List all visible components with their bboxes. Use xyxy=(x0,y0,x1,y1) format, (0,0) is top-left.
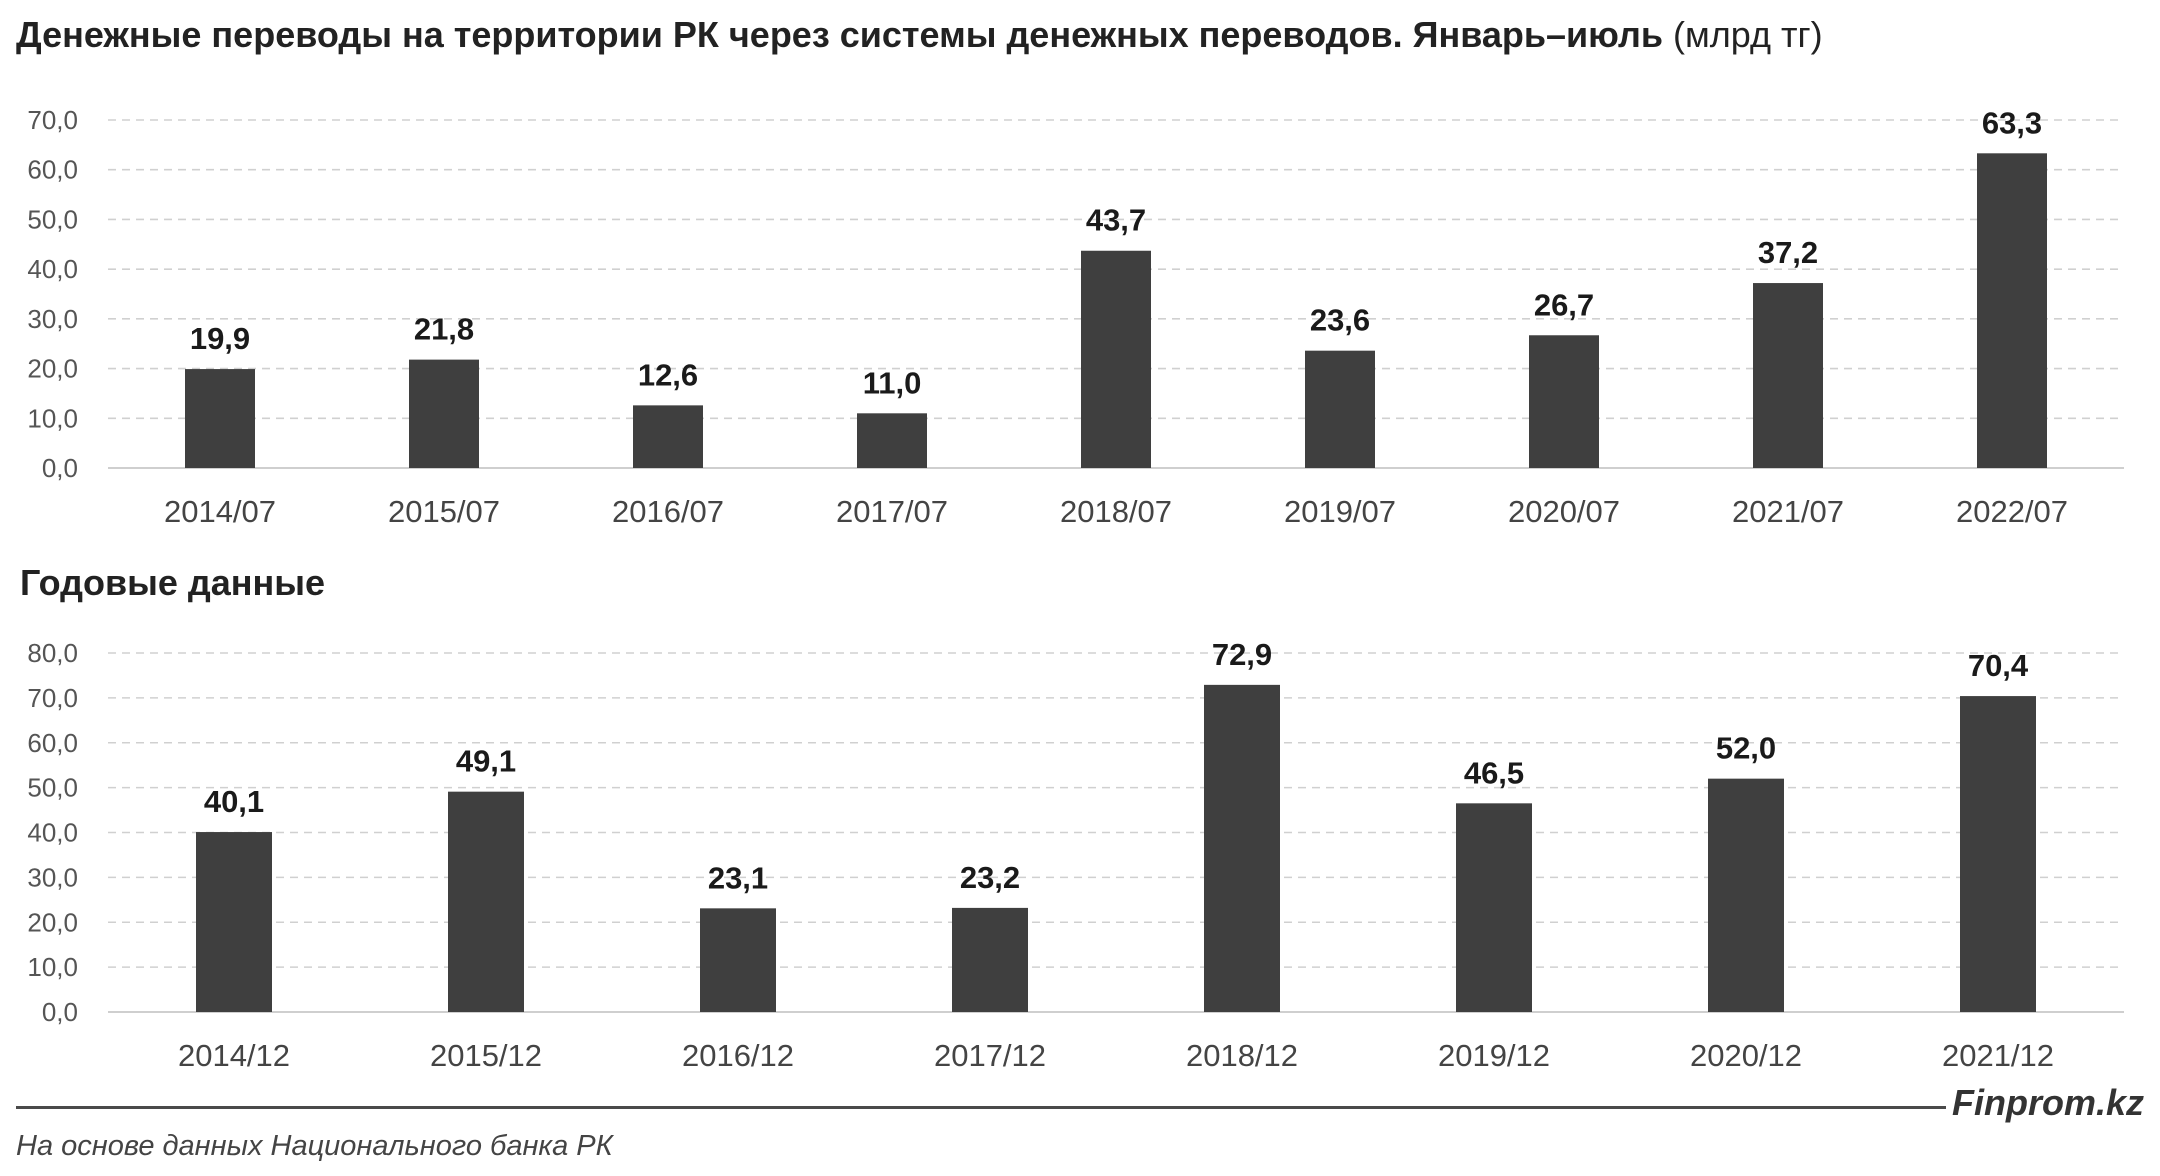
data-label: 46,5 xyxy=(1464,755,1524,790)
bar xyxy=(1753,283,1823,468)
bar xyxy=(1708,778,1784,1012)
y-tick-label: 60,0 xyxy=(27,155,78,185)
x-tick-label: 2014/07 xyxy=(164,494,276,529)
data-label: 37,2 xyxy=(1758,235,1818,270)
data-label: 70,4 xyxy=(1968,648,2029,683)
x-tick-label: 2021/07 xyxy=(1732,494,1844,529)
x-tick-label: 2014/12 xyxy=(178,1038,290,1073)
bar xyxy=(633,405,703,468)
bar xyxy=(1456,803,1532,1012)
y-tick-label: 50,0 xyxy=(27,773,78,803)
bar xyxy=(952,907,1028,1012)
y-tick-label: 40,0 xyxy=(27,818,78,848)
bar xyxy=(185,369,255,468)
x-tick-label: 2022/07 xyxy=(1956,494,2068,529)
chart-title: Денежные переводы на территории РК через… xyxy=(16,14,1823,56)
y-tick-label: 70,0 xyxy=(27,105,78,135)
bar xyxy=(700,908,776,1012)
data-label: 23,2 xyxy=(960,860,1020,895)
bar xyxy=(196,832,272,1012)
bar xyxy=(1204,684,1280,1012)
data-label: 52,0 xyxy=(1716,731,1776,766)
data-label: 49,1 xyxy=(456,744,516,779)
data-label: 40,1 xyxy=(204,784,264,819)
x-tick-label: 2019/12 xyxy=(1438,1038,1550,1073)
brand-logo-text: Finprom.kz xyxy=(1952,1082,2145,1123)
annual-data-title: Годовые данные xyxy=(20,562,325,603)
data-label: 72,9 xyxy=(1212,637,1272,672)
y-tick-label: 10,0 xyxy=(27,403,78,433)
y-tick-label: 60,0 xyxy=(27,728,78,758)
x-tick-label: 2020/12 xyxy=(1690,1038,1802,1073)
y-tick-label: 30,0 xyxy=(27,304,78,334)
y-tick-label: 50,0 xyxy=(27,204,78,234)
x-tick-label: 2018/07 xyxy=(1060,494,1172,529)
y-tick-label: 20,0 xyxy=(27,907,78,937)
y-tick-label: 70,0 xyxy=(27,683,78,713)
x-tick-label: 2018/12 xyxy=(1186,1038,1298,1073)
y-tick-label: 10,0 xyxy=(27,952,78,982)
source-note: На основе данных Национального банка РК xyxy=(16,1130,613,1162)
y-tick-label: 0,0 xyxy=(42,997,78,1027)
x-tick-label: 2017/07 xyxy=(836,494,948,529)
x-tick-label: 2016/07 xyxy=(612,494,724,529)
bar xyxy=(409,359,479,468)
data-label: 23,1 xyxy=(708,860,768,895)
bar xyxy=(1305,350,1375,468)
y-tick-label: 30,0 xyxy=(27,862,78,892)
bar-chart-annual: 0,0 10,0 20,0 30,0 40,0 50,0 60,0 70,0 80,0 40,1 2… xyxy=(27,637,2124,1073)
data-label: 11,0 xyxy=(863,365,922,400)
x-tick-label: 2020/07 xyxy=(1508,494,1620,529)
data-label: 19,9 xyxy=(190,321,250,356)
y-tick-label: 0,0 xyxy=(42,453,78,483)
bar xyxy=(1081,250,1151,468)
data-label: 21,8 xyxy=(414,312,474,347)
data-label: 26,7 xyxy=(1534,287,1594,322)
bar xyxy=(1960,696,2036,1012)
bar xyxy=(1529,335,1599,468)
x-tick-label: 2017/12 xyxy=(934,1038,1046,1073)
chart-title-main: Денежные переводы на территории РК через… xyxy=(16,14,1663,55)
bar-chart-january-july: 0,0 10,0 20,0 30,0 40,0 50,0 60,0 70,0 19,9 2014/… xyxy=(27,105,2124,529)
data-label: 63,3 xyxy=(1982,105,2042,140)
data-label: 12,6 xyxy=(638,357,698,392)
y-tick-label: 40,0 xyxy=(27,254,78,284)
data-label: 23,6 xyxy=(1310,303,1370,338)
bar xyxy=(857,413,927,468)
x-tick-label: 2015/12 xyxy=(430,1038,542,1073)
bar xyxy=(1977,153,2047,468)
x-tick-label: 2016/12 xyxy=(682,1038,794,1073)
y-tick-label: 80,0 xyxy=(27,638,78,668)
data-label: 43,7 xyxy=(1086,203,1146,238)
x-tick-label: 2015/07 xyxy=(388,494,500,529)
bar xyxy=(448,791,524,1012)
footer-divider xyxy=(16,1106,1946,1109)
x-tick-label: 2021/12 xyxy=(1942,1038,2054,1073)
x-tick-label: 2019/07 xyxy=(1284,494,1396,529)
chart-title-unit: (млрд тг) xyxy=(1673,14,1823,55)
y-tick-label: 20,0 xyxy=(27,354,78,384)
